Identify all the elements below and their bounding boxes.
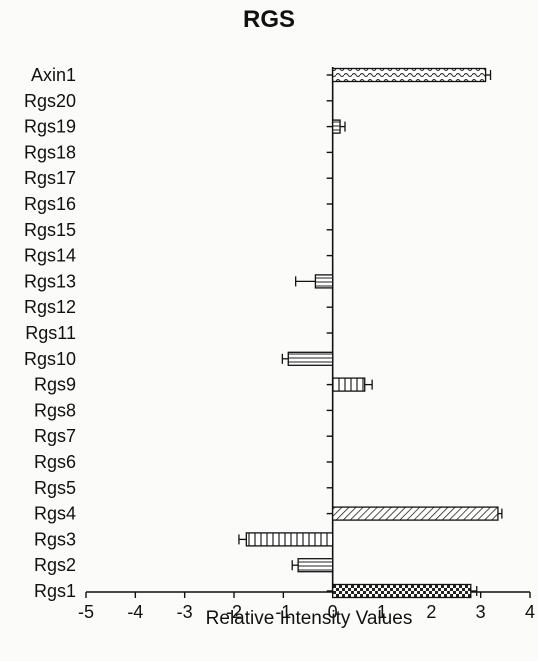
y-tick-label: Rgs14 [24,246,76,266]
bar-Axin1 [332,67,487,83]
y-tick-label: Rgs8 [34,400,76,420]
x-tick-label: 2 [426,602,436,622]
y-tick-label: Rgs6 [34,452,76,472]
bars-group [238,67,503,599]
x-tick-label: -1 [275,602,291,622]
y-tick-label: Rgs15 [24,220,76,240]
y-tick-label: Rgs4 [34,504,76,524]
x-tick-label: 4 [525,602,535,622]
x-tick-label: -5 [78,602,94,622]
y-tick-label: Rgs16 [24,194,76,214]
y-tick-label: Rgs3 [34,529,76,549]
y-tick-label: Rgs5 [34,478,76,498]
y-tick-label: Rgs10 [24,349,76,369]
y-tick-label: Rgs17 [24,168,76,188]
x-axis-label: Relative Intensity Values [205,608,413,629]
y-tick-label: Rgs20 [24,91,76,111]
bar-Rgs13 [314,274,334,289]
y-tick-label: Rgs13 [24,271,76,291]
y-tick-label: Rgs9 [34,375,76,395]
x-tick-label: 1 [377,602,387,622]
axes-group: -5 -4 -3 -2 -1 0 1 2 3 4 Axin1 Rgs20 Rgs19 Rgs18 Rgs17… [24,65,535,622]
bar-Rgs19 [332,119,341,134]
x-tick-label: -3 [177,602,193,622]
y-tick-label: Rgs12 [24,297,76,317]
bar-Rgs10 [287,351,334,366]
y-tick-label: Rgs19 [24,117,76,137]
y-tick-label: Rgs1 [34,581,76,601]
bar-Rgs3 [245,532,334,547]
bar-Rgs1 [332,583,472,599]
bar-Rgs4 [332,506,499,521]
bar-Rgs9 [332,377,366,392]
x-tick-label: 0 [328,602,338,622]
y-tick-label: Rgs18 [24,142,76,162]
x-tick-label: -2 [226,602,242,622]
y-tick-label: Axin1 [31,65,76,85]
y-tick-label: Rgs11 [25,323,76,343]
chart-title: RGS [242,6,295,33]
x-tick-label: -4 [127,602,143,622]
bar-Rgs2 [297,558,334,573]
y-tick-label: Rgs7 [34,426,76,446]
x-tick-label: 3 [476,602,486,622]
y-tick-label: Rgs2 [34,555,76,575]
